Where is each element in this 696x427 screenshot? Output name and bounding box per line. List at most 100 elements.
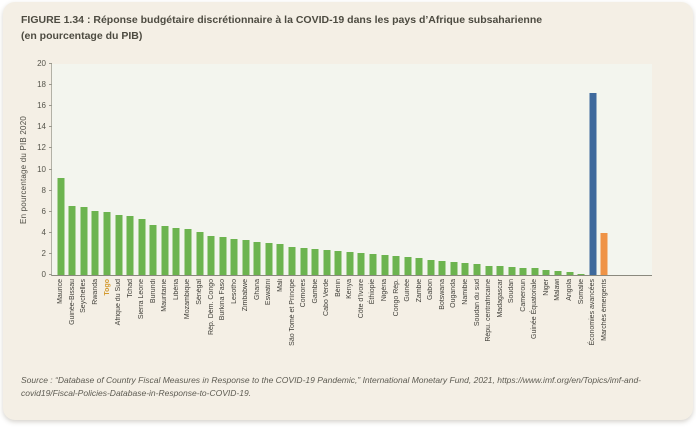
bar-column: Guinée [402,64,414,302]
bar [138,219,146,275]
x-label-wrap: Sierra Leone [136,279,148,371]
x-label-wrap: Rép. Dém. Congo [205,279,217,371]
x-category-label: Namibie [461,279,469,305]
bar [473,264,481,275]
x-category-label: Bénin [334,279,342,297]
bar-column: Burundi [148,64,160,303]
x-label-wrap: Congo Rép. [390,279,402,371]
x-label-wrap: Marchés émergents [598,279,610,371]
bar-column: Rwanda [90,64,102,305]
x-label-wrap: Gambie [309,279,321,371]
x-label-wrap: Libéria [171,279,183,371]
bar-column: Niger [541,64,553,296]
bar-column: Botswana [437,64,449,310]
x-category-label: Burundi [149,279,157,304]
bar-column: Zambie [413,64,425,302]
y-tick-mark [49,126,52,128]
bar [531,267,539,275]
bar-column: Économies avancées [587,64,599,346]
bar-column: Zimbabwe [240,64,252,311]
x-label-wrap: Eswatini [263,279,275,371]
bar [554,270,562,275]
bar [381,254,389,275]
y-tick-label: 8 [41,185,46,195]
bar [438,261,446,275]
bar-column: Cabo Verde [321,64,333,316]
x-label-wrap: Niger [541,279,553,371]
x-category-label: Sierra Leone [138,279,146,320]
bar-column: Comores [298,64,310,307]
figure-card: FIGURE 1.34 : Réponse budgétaire discrét… [3,2,693,420]
x-label-wrap: Mauritanie [159,279,171,371]
bar-column: Eswatini [263,64,275,305]
x-label-wrap: Éthiopie [367,279,379,371]
bar [496,265,504,275]
x-label-wrap: Mali [275,279,287,371]
bar-column: Marchés émergents [598,64,610,341]
x-category-label: Lesotho [230,279,238,304]
x-category-label: Zimbabwe [242,279,250,312]
bar-column: Maurice [55,64,67,304]
y-tick-label: 12 [37,143,46,153]
x-label-wrap: Guinée [402,279,414,371]
x-category-label: Gambie [311,279,319,304]
bar-chart-plot-area: 0 2 4 6 8 10 12 14 16 18 20 Maurice Guinée-Bissau Se… [37,59,652,346]
bar [219,237,227,275]
x-label-wrap: Répu. centrafricaine [483,279,495,371]
x-category-label: Marchés émergents [600,279,608,341]
bar-column: Ghana [252,64,264,300]
x-category-label: Mauritanie [161,279,169,312]
x-label-wrap: Économies avancées [587,279,599,371]
y-tick-label: 16 [37,101,46,111]
x-category-label: Burkina Faso [219,279,227,321]
x-category-label: Ouganda [450,279,458,308]
bar [311,248,319,275]
bar [149,225,157,275]
x-category-label: Côte d’Ivoire [357,279,365,319]
x-category-label: Mali [276,279,284,292]
x-label-wrap: Togo [101,279,113,371]
bar-column: Libéria [171,64,183,300]
bar-column: Mauritanie [159,64,171,312]
bar-column: Gabon [425,64,437,300]
bar-column: Mali [275,64,287,292]
x-category-label: Tchad [126,279,134,298]
bar [600,232,608,275]
bar [103,211,111,275]
x-category-label: Mozambique [184,279,192,320]
x-category-label: Économies avancées [589,279,597,346]
x-label-wrap: Namibie [460,279,472,371]
bar-column: Rép. Dém. Congo [205,64,217,335]
source-note: Source : “Database of Country Fiscal Mea… [21,375,642,398]
x-category-label: Niger [542,279,550,296]
x-label-wrap: Burkina Faso [217,279,229,371]
bar [357,252,365,275]
y-tick-mark [49,210,52,212]
x-label-wrap: Somalie [575,279,587,371]
bar [334,250,342,275]
bar-column: Éthiopie [367,64,379,304]
x-category-label: Maurice [57,279,65,304]
y-tick-mark [49,168,52,170]
y-tick-label: 4 [41,227,46,237]
y-tick-mark [49,231,52,233]
x-label-wrap: Soudan du sud [471,279,483,371]
x-category-label: Libéria [172,279,180,301]
x-label-wrap: Mozambique [182,279,194,371]
bar [230,239,238,275]
bar-column: Malawi [552,64,564,301]
x-category-label: Soudan [508,279,516,304]
bar [577,273,585,275]
y-tick-label: 14 [37,122,46,132]
x-category-label: Togo [103,279,111,296]
x-label-wrap: Malawi [552,279,564,371]
bar [415,258,423,275]
bars-container: Maurice Guinée-Bissau Seychelles Rwanda Togo… [55,64,610,346]
bar-column: Seychelles [78,64,90,313]
bar-column: Côte d’Ivoire [356,64,368,318]
x-category-label: Seychelles [80,279,88,313]
x-label-wrap: Angola [564,279,576,371]
x-category-label: Guinée [404,279,412,302]
x-label-wrap: Maurice [55,279,67,371]
x-category-label: Kenya [346,279,354,299]
